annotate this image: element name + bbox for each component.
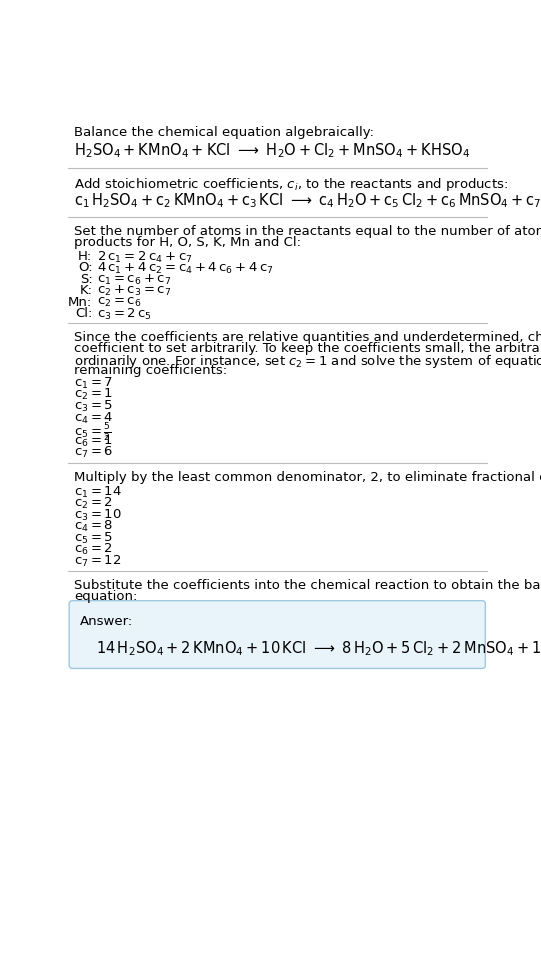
Text: $\mathregular{c_1 = c_6 + c_7}$: $\mathregular{c_1 = c_6 + c_7}$: [97, 272, 171, 287]
Text: Substitute the coefficients into the chemical reaction to obtain the balanced: Substitute the coefficients into the che…: [74, 579, 541, 592]
Text: $\mathregular{c_2 = 2}$: $\mathregular{c_2 = 2}$: [74, 496, 113, 511]
Text: $\mathregular{c_1 = 7}$: $\mathregular{c_1 = 7}$: [74, 376, 113, 391]
Text: coefficient to set arbitrarily. To keep the coefficients small, the arbitrary va: coefficient to set arbitrarily. To keep …: [74, 342, 541, 355]
Text: $\mathregular{c_5 = 5}$: $\mathregular{c_5 = 5}$: [74, 531, 113, 546]
Text: Add stoichiometric coefficients, $c_i$, to the reactants and products:: Add stoichiometric coefficients, $c_i$, …: [74, 176, 508, 192]
Text: Mn:: Mn:: [68, 296, 93, 308]
Text: $\mathregular{2\,c_1 = 2\,c_4 + c_7}$: $\mathregular{2\,c_1 = 2\,c_4 + c_7}$: [97, 250, 193, 264]
Text: $\mathregular{c_3 = 2\,c_5}$: $\mathregular{c_3 = 2\,c_5}$: [97, 307, 152, 322]
Text: Set the number of atoms in the reactants equal to the number of atoms in the: Set the number of atoms in the reactants…: [74, 224, 541, 238]
Text: Balance the chemical equation algebraically:: Balance the chemical equation algebraica…: [74, 126, 374, 140]
Text: $\mathregular{4\,c_1 + 4\,c_2 = c_4 + 4\,c_6 + 4\,c_7}$: $\mathregular{4\,c_1 + 4\,c_2 = c_4 + 4\…: [97, 262, 274, 276]
Text: $\mathregular{c_2 = c_6}$: $\mathregular{c_2 = c_6}$: [97, 296, 142, 308]
Text: K:: K:: [80, 284, 93, 298]
Text: S:: S:: [80, 272, 93, 286]
Text: ordinarily one. For instance, set $c_2 = 1$ and solve the system of equations fo: ordinarily one. For instance, set $c_2 =…: [74, 352, 541, 370]
Text: $\mathregular{H_2SO_4 + KMnO_4 + KCl}$ $\longrightarrow$ $\mathregular{H_2O + Cl: $\mathregular{H_2SO_4 + KMnO_4 + KCl}$ $…: [74, 142, 470, 160]
Text: $\mathregular{14\,H_2SO_4 + 2\,KMnO_4 + 10\,KCl}$ $\longrightarrow$ $\mathregula: $\mathregular{14\,H_2SO_4 + 2\,KMnO_4 + …: [96, 639, 541, 658]
Text: $\mathregular{c_1\,H_2SO_4 + c_2\,KMnO_4 + c_3\,KCl}$ $\longrightarrow$ $\mathre: $\mathregular{c_1\,H_2SO_4 + c_2\,KMnO_4…: [74, 191, 541, 210]
Text: H:: H:: [78, 250, 93, 263]
FancyBboxPatch shape: [69, 600, 485, 669]
Text: $\mathregular{c_3 = 5}$: $\mathregular{c_3 = 5}$: [74, 399, 113, 414]
Text: O:: O:: [78, 262, 93, 274]
Text: $\mathregular{c_7 = 12}$: $\mathregular{c_7 = 12}$: [74, 553, 121, 569]
Text: $\mathregular{c_7 = 6}$: $\mathregular{c_7 = 6}$: [74, 445, 113, 461]
Text: $\mathregular{c_1 = 14}$: $\mathregular{c_1 = 14}$: [74, 484, 122, 500]
Text: $\mathregular{c_3 = 10}$: $\mathregular{c_3 = 10}$: [74, 508, 122, 522]
Text: $\mathregular{c_4 = 8}$: $\mathregular{c_4 = 8}$: [74, 519, 113, 534]
Text: $\mathregular{c_6 = 1}$: $\mathregular{c_6 = 1}$: [74, 433, 113, 449]
Text: Multiply by the least common denominator, 2, to eliminate fractional coefficient: Multiply by the least common denominator…: [74, 470, 541, 483]
Text: Since the coefficients are relative quantities and underdetermined, choose a: Since the coefficients are relative quan…: [74, 331, 541, 345]
Text: $\mathregular{c_5 = \frac{5}{2}}$: $\mathregular{c_5 = \frac{5}{2}}$: [74, 422, 111, 444]
Text: $\mathregular{c_4 = 4}$: $\mathregular{c_4 = 4}$: [74, 411, 114, 426]
Text: $\mathregular{c_2 + c_3 = c_7}$: $\mathregular{c_2 + c_3 = c_7}$: [97, 284, 171, 299]
Text: Answer:: Answer:: [80, 615, 133, 628]
Text: $\mathregular{c_6 = 2}$: $\mathregular{c_6 = 2}$: [74, 542, 113, 557]
Text: Cl:: Cl:: [75, 307, 93, 320]
Text: remaining coefficients:: remaining coefficients:: [74, 363, 227, 377]
Text: products for H, O, S, K, Mn and Cl:: products for H, O, S, K, Mn and Cl:: [74, 235, 301, 249]
Text: $\mathregular{c_2 = 1}$: $\mathregular{c_2 = 1}$: [74, 387, 113, 402]
Text: equation:: equation:: [74, 590, 137, 603]
